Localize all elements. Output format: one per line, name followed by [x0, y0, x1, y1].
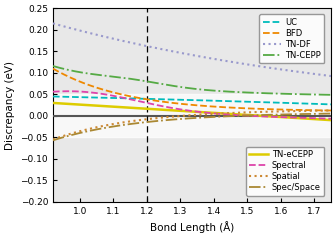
Legend: TN-eCEPP, Spectral, Spatial, Spec/Space: TN-eCEPP, Spectral, Spatial, Spec/Space: [246, 147, 324, 196]
Bar: [53, 94, 331, 137]
Y-axis label: Discrepancy (eV): Discrepancy (eV): [5, 61, 15, 150]
X-axis label: Bond Length (Å): Bond Length (Å): [150, 221, 234, 233]
